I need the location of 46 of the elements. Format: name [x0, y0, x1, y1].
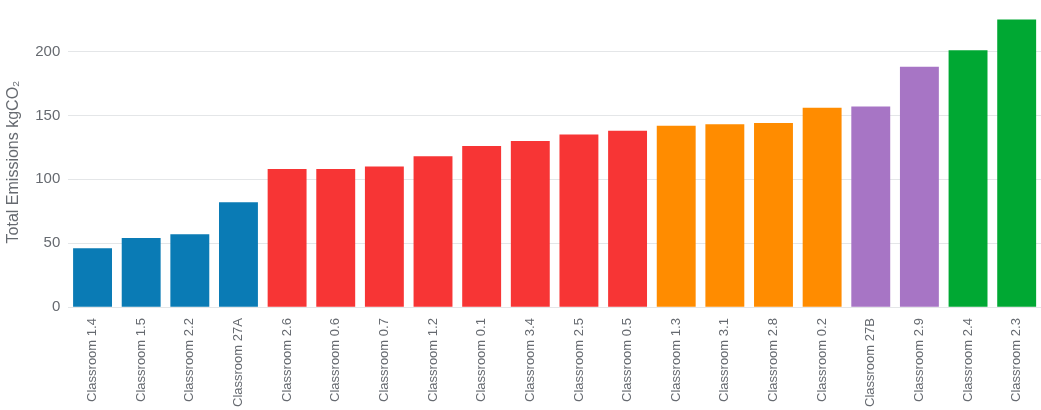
bar [413, 156, 453, 307]
y-tick-label: 150 [35, 105, 61, 123]
x-tick-label: Classroom 2.2 [181, 318, 197, 402]
x-tick-label: Classroom 1.2 [424, 318, 440, 402]
bar [170, 234, 210, 307]
x-tick-label: Classroom 27A [230, 317, 246, 408]
bar [608, 130, 648, 307]
bar [705, 124, 745, 307]
bar [997, 19, 1037, 307]
bar [851, 106, 891, 307]
bar [219, 202, 258, 307]
bar [754, 123, 793, 307]
bar [559, 134, 599, 307]
x-tick-label: Classroom 1.4 [84, 318, 100, 402]
x-tick-label: Classroom 0.7 [375, 318, 391, 402]
y-tick-label: 0 [51, 297, 61, 315]
x-tick-label: Classroom 27B [862, 318, 878, 408]
bar [73, 248, 112, 307]
bar [121, 238, 161, 307]
x-tick-label: Classroom 2.8 [765, 318, 781, 402]
x-tick-label: Classroom 2.4 [959, 318, 975, 402]
x-tick-label: Classroom 2.5 [570, 318, 586, 402]
x-tick-label: Classroom 2.9 [910, 318, 926, 402]
bar [316, 169, 356, 307]
x-tick-label: Classroom 2.3 [1008, 318, 1024, 402]
bar [802, 107, 842, 307]
x-tick-label: Classroom 1.5 [132, 318, 148, 402]
y-tick-label: 50 [43, 233, 61, 251]
x-tick-label: Classroom 0.1 [473, 318, 489, 402]
y-axis-title: Total Emissions kgCO₂ [4, 80, 22, 244]
x-tick-label: Classroom 3.4 [521, 318, 537, 402]
bar [462, 146, 502, 307]
bar [267, 169, 307, 307]
y-tick-label: 200 [35, 41, 61, 59]
x-tick-label: Classroom 2.6 [278, 318, 294, 402]
x-tick-label: Classroom 3.1 [716, 318, 732, 402]
bar [948, 50, 988, 307]
x-tick-label: Classroom 0.2 [813, 318, 829, 402]
bar [899, 66, 939, 307]
y-tick-label: 100 [35, 169, 61, 187]
x-tick-label: Classroom 1.3 [667, 318, 683, 402]
x-tick-label: Classroom 0.6 [327, 318, 343, 402]
bar [656, 125, 696, 307]
bar [510, 140, 550, 307]
x-tick-label: Classroom 0.5 [619, 318, 635, 402]
bar [364, 166, 404, 307]
